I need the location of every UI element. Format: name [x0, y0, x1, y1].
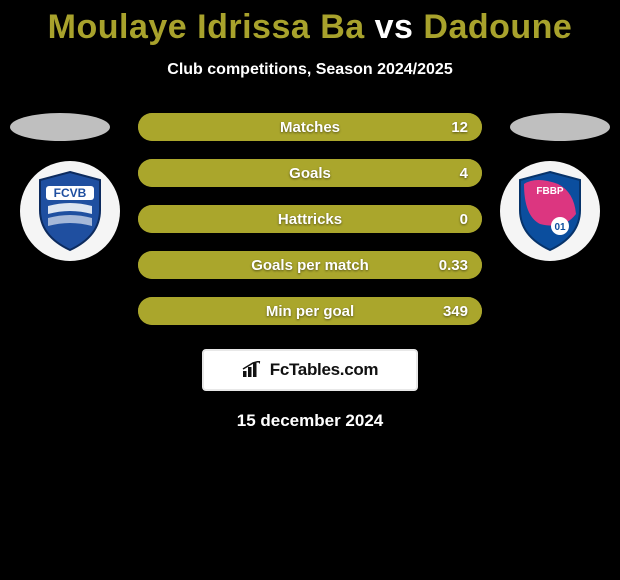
- badge-left-text: FCVB: [54, 186, 87, 200]
- vs-separator: vs: [365, 8, 424, 46]
- stat-row: Goals per match 0.33: [138, 251, 482, 279]
- club-shield-left-icon: FCVB: [34, 170, 106, 252]
- shadow-ellipse-left: [10, 113, 110, 141]
- badge-circle-right: FBBP 01: [500, 161, 600, 261]
- club-badge-left: FCVB: [20, 161, 120, 261]
- badge-circle-left: FCVB: [20, 161, 120, 261]
- stat-value: 0: [460, 211, 468, 228]
- middle-section: FCVB FBBP 01 Matches 12 Goals 4 Hattricks 0 Go…: [0, 113, 620, 325]
- player2-name: Dadoune: [423, 8, 572, 46]
- stat-label: Goals: [289, 165, 331, 182]
- bar-chart-icon: [242, 361, 264, 379]
- badge-right-text: FBBP: [536, 186, 564, 197]
- stat-label: Min per goal: [266, 303, 354, 320]
- player1-name: Moulaye Idrissa Ba: [48, 8, 365, 46]
- stat-row: Goals 4: [138, 159, 482, 187]
- logo-text: FcTables.com: [270, 360, 379, 380]
- stat-value: 12: [451, 119, 468, 136]
- fctables-logo[interactable]: FcTables.com: [202, 349, 418, 391]
- page-title: Moulaye Idrissa Ba vs Dadoune: [0, 0, 620, 47]
- club-shield-right-icon: FBBP 01: [514, 170, 586, 252]
- stat-label: Matches: [280, 119, 340, 136]
- stat-value: 0.33: [439, 257, 468, 274]
- club-badge-right: FBBP 01: [500, 161, 600, 261]
- stat-row: Matches 12: [138, 113, 482, 141]
- stat-value: 4: [460, 165, 468, 182]
- stat-row: Hattricks 0: [138, 205, 482, 233]
- stats-list: Matches 12 Goals 4 Hattricks 0 Goals per match…: [138, 113, 482, 325]
- stat-value: 349: [443, 303, 468, 320]
- svg-text:01: 01: [554, 222, 566, 233]
- subtitle: Club competitions, Season 2024/2025: [0, 61, 620, 79]
- shadow-ellipse-right: [510, 113, 610, 141]
- stat-row: Min per goal 349: [138, 297, 482, 325]
- date-label: 15 december 2024: [0, 411, 620, 431]
- stat-label: Hattricks: [278, 211, 342, 228]
- stat-label: Goals per match: [251, 257, 369, 274]
- comparison-card: Moulaye Idrissa Ba vs Dadoune Club compe…: [0, 0, 620, 580]
